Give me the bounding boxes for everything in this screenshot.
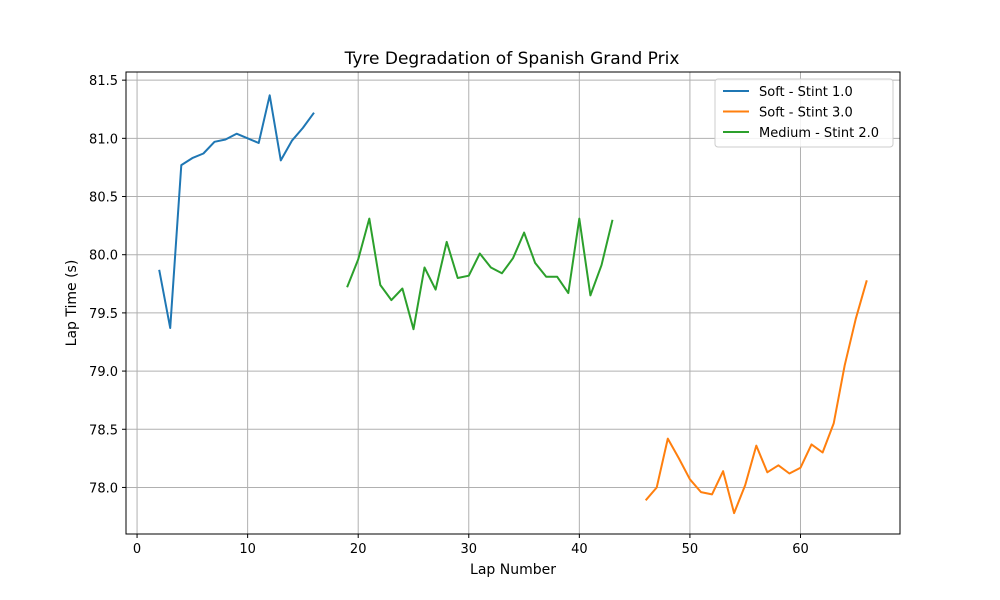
x-tick-label: 20 [350, 542, 367, 557]
series-line-3 [346, 217, 614, 331]
series-lines [158, 94, 868, 515]
y-tick-label: 79.5 [89, 307, 118, 322]
y-tick-label: 78.5 [89, 423, 118, 438]
legend-label: Medium - Stint 2.0 [759, 126, 879, 141]
y-tick-label: 80.5 [89, 191, 118, 206]
x-tick-label: 30 [460, 542, 477, 557]
y-axis-label: Lap Time (s) [64, 260, 80, 347]
x-tick-label: 40 [571, 542, 588, 557]
y-tick-label: 79.0 [89, 365, 118, 380]
y-tick-label: 81.0 [89, 132, 118, 147]
y-tick-label: 80.0 [89, 249, 118, 264]
legend-label: Soft - Stint 1.0 [759, 85, 853, 100]
y-tick-label: 78.0 [89, 481, 118, 496]
x-tick-label: 60 [792, 542, 809, 557]
legend-box [714, 78, 894, 148]
x-tick-label: 10 [239, 542, 256, 557]
x-tick-label: 0 [133, 542, 141, 557]
series-line-1 [158, 94, 315, 329]
series-line-2 [644, 280, 868, 515]
y-tick-label: 81.5 [89, 74, 118, 89]
chart-title: Tyre Degradation of Spanish Grand Prix [344, 49, 680, 69]
legend: Soft - Stint 1.0 Soft - Stint 3.0 Medium -… [714, 78, 894, 148]
legend-label: Soft - Stint 3.0 [759, 106, 853, 121]
plot-frame [125, 71, 901, 535]
x-tick-label: 50 [682, 542, 699, 557]
axis-ticks: 0 10 20 30 40 50 60 78.0 78.5 79.0 79.5 80.0 80.5 81.… [89, 74, 809, 557]
x-axis-label: Lap Number [470, 562, 556, 578]
